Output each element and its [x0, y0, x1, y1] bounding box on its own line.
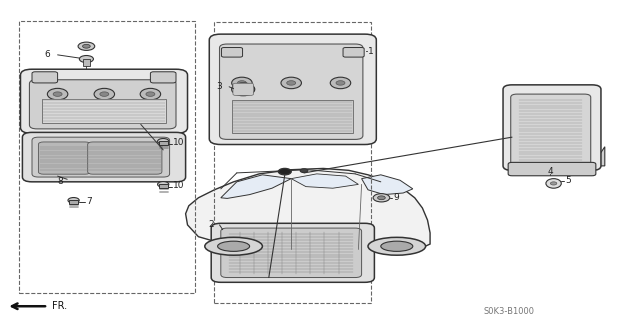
Ellipse shape	[281, 77, 301, 89]
FancyBboxPatch shape	[38, 142, 90, 174]
Text: 9: 9	[394, 193, 399, 202]
Bar	[42, 99, 166, 123]
Ellipse shape	[78, 42, 95, 50]
Text: 10: 10	[173, 181, 184, 190]
Bar	[83, 59, 90, 66]
Ellipse shape	[79, 56, 93, 63]
FancyBboxPatch shape	[508, 162, 596, 176]
Ellipse shape	[336, 81, 345, 85]
Text: 5: 5	[565, 176, 571, 185]
Text: 1: 1	[368, 47, 374, 56]
FancyBboxPatch shape	[211, 223, 374, 282]
Ellipse shape	[232, 77, 252, 89]
Polygon shape	[362, 175, 413, 195]
FancyBboxPatch shape	[32, 137, 170, 177]
FancyBboxPatch shape	[221, 48, 243, 57]
Bar	[69, 200, 78, 204]
Ellipse shape	[68, 197, 79, 203]
FancyBboxPatch shape	[88, 142, 162, 174]
FancyBboxPatch shape	[221, 228, 362, 278]
Ellipse shape	[300, 169, 308, 173]
Bar	[232, 100, 353, 133]
FancyBboxPatch shape	[343, 48, 364, 57]
Ellipse shape	[140, 88, 161, 100]
Ellipse shape	[157, 138, 169, 144]
Text: 10: 10	[173, 138, 184, 147]
Bar	[214, 22, 371, 303]
Ellipse shape	[53, 92, 62, 96]
Ellipse shape	[157, 182, 169, 187]
Text: 6: 6	[45, 50, 51, 59]
Ellipse shape	[378, 196, 385, 200]
FancyBboxPatch shape	[29, 80, 176, 129]
Ellipse shape	[368, 237, 426, 255]
FancyBboxPatch shape	[22, 132, 186, 182]
Ellipse shape	[94, 88, 115, 100]
Ellipse shape	[218, 241, 250, 251]
FancyBboxPatch shape	[150, 72, 176, 83]
Text: 8: 8	[58, 177, 63, 186]
Ellipse shape	[373, 194, 390, 202]
Polygon shape	[291, 174, 358, 188]
Polygon shape	[221, 175, 291, 198]
Ellipse shape	[381, 241, 413, 251]
FancyBboxPatch shape	[209, 34, 376, 145]
Polygon shape	[592, 147, 605, 166]
Text: 4: 4	[548, 167, 553, 176]
Ellipse shape	[287, 81, 296, 85]
FancyBboxPatch shape	[503, 85, 601, 170]
Text: FR.: FR.	[52, 301, 68, 311]
Polygon shape	[186, 168, 430, 249]
Ellipse shape	[83, 44, 90, 48]
Text: 2: 2	[208, 220, 214, 229]
Ellipse shape	[47, 88, 68, 100]
FancyBboxPatch shape	[233, 83, 253, 95]
Ellipse shape	[330, 77, 351, 89]
Ellipse shape	[546, 179, 561, 188]
FancyBboxPatch shape	[220, 44, 363, 139]
Text: 7: 7	[86, 197, 92, 206]
Ellipse shape	[100, 92, 109, 96]
FancyBboxPatch shape	[32, 72, 58, 83]
Bar	[159, 184, 168, 188]
Ellipse shape	[237, 81, 246, 85]
Ellipse shape	[146, 92, 155, 96]
Text: S0K3-B1000: S0K3-B1000	[483, 307, 534, 315]
Text: 3: 3	[216, 82, 222, 91]
Bar	[159, 141, 168, 145]
Bar	[19, 21, 195, 293]
Ellipse shape	[232, 83, 255, 96]
Ellipse shape	[205, 237, 262, 255]
Ellipse shape	[550, 182, 557, 185]
Ellipse shape	[278, 168, 291, 175]
FancyBboxPatch shape	[511, 94, 591, 166]
FancyBboxPatch shape	[20, 69, 188, 133]
